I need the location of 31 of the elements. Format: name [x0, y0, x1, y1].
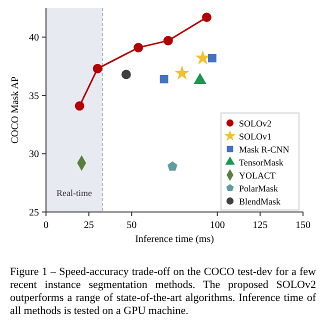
point — [208, 54, 216, 62]
point — [134, 42, 144, 52]
point — [121, 70, 131, 80]
x-tick-label: 125 — [252, 220, 268, 231]
point — [202, 12, 212, 22]
x-tick-label: 0 — [44, 220, 48, 231]
caption: Figure 1 – Speed-accuracy trade-off on the COCO test-dev for a few recent instance segmentation methods. The proposed SOLOv2 outperforms a range of state-of-the-art algorithms. Inference time of all methods is tested on a GPU machine. — [10, 266, 316, 318]
y-tick-label: 40 — [29, 32, 39, 44]
y-axis-title: COCO Mask AP — [10, 76, 21, 144]
legend-label: Mask R-CNN — [239, 144, 290, 154]
legend-label: TensorMask — [239, 158, 284, 168]
x-axis-title: Inference time (ms) — [135, 234, 214, 245]
point — [168, 161, 178, 171]
y-tick-label: 30 — [29, 149, 39, 160]
y-tick-label: 35 — [29, 90, 39, 102]
legend-label: SOLOv1 — [239, 132, 272, 142]
legend-label: PolarMask — [239, 184, 278, 194]
legend-label: SOLOv2 — [239, 118, 272, 128]
x-tick-label: 150 — [296, 220, 310, 231]
legend-label: YOLACT — [239, 170, 276, 180]
band-label: Real-time — [56, 188, 92, 198]
legend-label: BlendMask — [239, 196, 281, 206]
x-tick-label: 100 — [210, 220, 225, 231]
point — [92, 64, 102, 74]
x-tick-label: 25 — [84, 220, 94, 231]
point — [174, 65, 190, 80]
point — [74, 101, 84, 111]
point — [163, 36, 173, 46]
y-tick-label: 25 — [29, 208, 39, 218]
x-tick-label: 50 — [126, 220, 137, 231]
point — [160, 74, 168, 84]
